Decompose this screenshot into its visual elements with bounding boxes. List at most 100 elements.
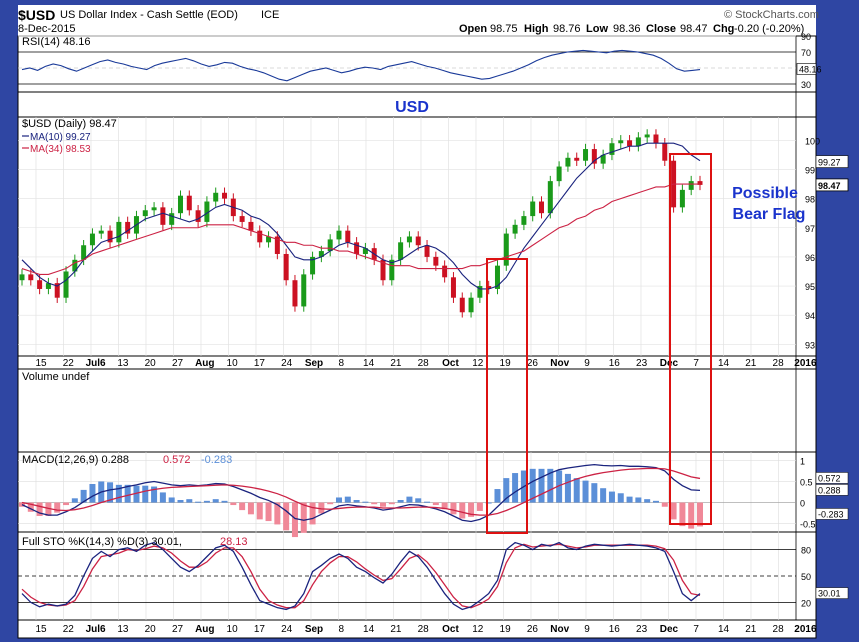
ma10-value-box [815, 155, 849, 168]
sto-x-tick-label: Jul6 [86, 624, 106, 635]
price-candle [248, 221, 254, 231]
open-value: 98.75 [490, 23, 518, 35]
price-tick-label: 95 [805, 282, 815, 292]
sto-x-tick-label: 26 [527, 624, 539, 635]
macd-histogram-bar [608, 491, 615, 503]
macd-histogram-bar [538, 468, 545, 503]
price-candle [653, 134, 659, 144]
macd-histogram-bar [485, 502, 492, 504]
price-candle [336, 230, 342, 240]
price-candle [556, 166, 562, 182]
macd-histogram-bar [195, 501, 202, 503]
macd-histogram-bar [133, 485, 140, 503]
macd-histogram-bar [661, 502, 668, 507]
sto-x-tick-label: 21 [390, 624, 402, 635]
macd-histogram-bar [291, 502, 298, 538]
macd-histogram-bar [697, 502, 703, 527]
price-x-tick-label: 22 [63, 358, 75, 369]
open-label: Open [459, 23, 488, 35]
macd-tick-label: 1 [800, 456, 805, 466]
volume-legend: Volume undef [22, 371, 90, 383]
macd-histogram-bar [644, 499, 651, 503]
price-candle [688, 181, 694, 190]
macd-histogram-bar [380, 502, 387, 507]
price-candle [63, 271, 69, 298]
macd-histogram-bar [186, 499, 193, 503]
price-x-tick-label: 15 [35, 358, 47, 369]
sto-k-line [21, 541, 701, 611]
rsi-panel-bg [17, 35, 817, 93]
price-candle [618, 140, 624, 144]
sto-x-tick-label: 21 [745, 624, 757, 635]
macd-histogram-bar [265, 502, 272, 522]
price-x-tick-label: Jul6 [86, 358, 106, 369]
annotation-possible: Possible [732, 185, 798, 202]
price-x-tick-label: 23 [636, 358, 648, 369]
range-box-october [486, 258, 528, 534]
price-candle [539, 201, 545, 214]
price-x-tick-label: 8 [339, 358, 345, 369]
macd-histogram-bar [512, 473, 519, 503]
sto-x-tick-label: 17 [254, 624, 266, 635]
price-candle [433, 256, 439, 266]
price-x-tick-label: 19 [500, 358, 512, 369]
sto-x-tick-label: Aug [195, 624, 214, 635]
low-label: Low [586, 23, 608, 35]
price-candle [477, 286, 483, 298]
price-legend-title: $USD (Daily) 98.47 [22, 118, 117, 130]
rsi-line [21, 49, 701, 82]
macd-histogram-bar [494, 489, 501, 503]
rsi-tick-label: 30 [801, 80, 811, 90]
macd-signal-value-box [815, 472, 849, 484]
macd-legend-hist: -0.283 [201, 454, 232, 466]
price-candle [28, 274, 34, 281]
macd-histogram-bar [388, 502, 395, 505]
rsi-tick-label: 70 [801, 48, 811, 58]
sto-x-tick-label: 9 [584, 624, 590, 635]
price-candle [257, 230, 263, 243]
sto-tick-label: 20 [801, 598, 811, 608]
price-x-tick-label: 28 [773, 358, 785, 369]
price-x-tick-label: 2016 [794, 358, 817, 369]
macd-signal-line [21, 467, 701, 516]
price-candle [565, 157, 571, 167]
macd-legend-signal: 0.572 [163, 454, 191, 466]
sto-x-tick-label: 13 [117, 624, 129, 635]
close-value: 98.47 [680, 23, 708, 35]
price-x-tick-label: 14 [363, 358, 375, 369]
price-tick-label: 96 [805, 253, 815, 263]
price-candle [89, 233, 95, 246]
price-candle [213, 192, 219, 202]
sto-legend-d: 28.13 [220, 536, 248, 548]
price-x-tick-label: 20 [145, 358, 157, 369]
price-x-tick-label: Oct [442, 358, 459, 369]
price-x-tick-label: 17 [254, 358, 266, 369]
price-candle [468, 297, 474, 313]
bottom-x-axis-strip [17, 619, 817, 639]
quote-date: 8-Dec-2015 [18, 23, 76, 35]
price-candle [591, 149, 597, 164]
macd-histogram-bar [45, 502, 52, 516]
price-candle [583, 149, 589, 161]
price-x-tick-label: 10 [227, 358, 239, 369]
macd-histogram-bar [459, 502, 466, 519]
price-candle [389, 259, 395, 281]
price-candle [662, 143, 668, 161]
price-candle [380, 259, 386, 281]
price-candle [679, 189, 685, 208]
macd-histogram-bar [221, 500, 228, 503]
price-candle [37, 280, 43, 289]
rsi-current-box [796, 63, 817, 75]
macd-histogram-bar [107, 482, 114, 503]
macd-histogram-bar [626, 496, 633, 503]
sto-x-tick-label: 28 [773, 624, 785, 635]
price-candle [327, 239, 333, 252]
macd-histogram-bar [318, 502, 325, 514]
sto-tick-label: 80 [801, 546, 811, 556]
macd-histogram-bar [573, 478, 580, 503]
macd-histogram-bar [547, 468, 554, 503]
price-candle [512, 224, 518, 234]
price-candle [274, 236, 280, 254]
macd-histogram-bar [362, 501, 369, 503]
